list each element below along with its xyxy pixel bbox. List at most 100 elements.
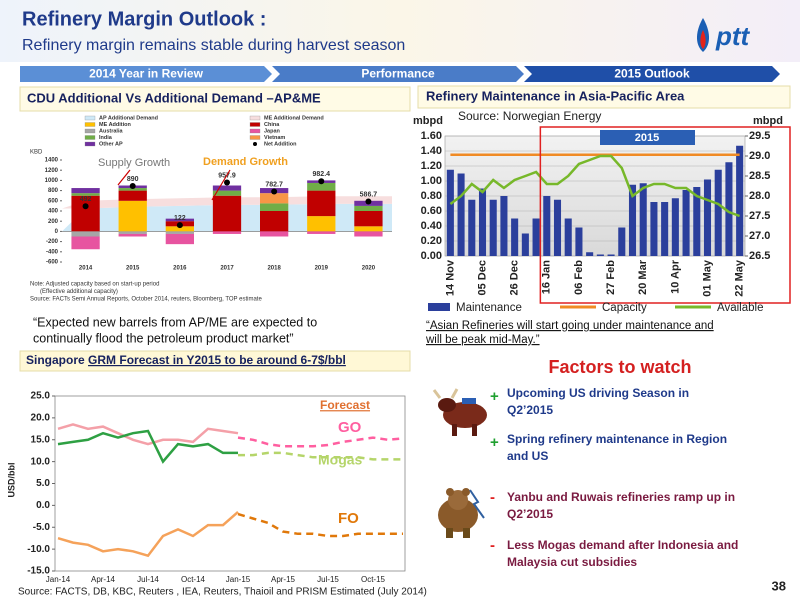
bar: [457, 173, 465, 256]
bar: [703, 179, 712, 256]
factor-text: Spring refinery maintenance in Region: [507, 432, 727, 446]
panel-header: [417, 85, 791, 109]
y-tick-label: 20.0: [31, 413, 51, 424]
bar: [596, 254, 604, 256]
subtitle: Refinery margin remains stable during ha…: [22, 37, 405, 54]
series-label: FO: [338, 510, 359, 527]
x-tick-label: Apr-15: [271, 575, 296, 584]
x-tick-label: Jan-14: [46, 575, 71, 584]
y2-axis-label: mbpd: [753, 115, 783, 127]
legend-swatch: [84, 135, 96, 140]
x-tick-label: 2015: [126, 266, 140, 272]
bull-icon: [432, 388, 487, 436]
y2-tick-label: 27.0: [749, 230, 770, 242]
chart-title: Singapore GRM Forecast in Y2015 to be ar…: [26, 353, 346, 367]
nav-label: 2014 Year in Review: [89, 67, 204, 81]
net-label: 122: [174, 215, 186, 222]
plot-area: [54, 395, 406, 572]
y-tick-label: -400: [46, 249, 59, 255]
legend-swatch: [249, 122, 261, 127]
y-tick-label: 1.40: [421, 145, 442, 157]
legend-label: Available: [717, 302, 763, 314]
net-dot: [224, 179, 230, 186]
legend-swatch: [84, 115, 96, 121]
title: Refinery Margin Outlook :: [22, 8, 266, 30]
legend-label: Japan: [264, 128, 281, 134]
factor-text: and US: [507, 449, 548, 463]
actual-line: [57, 429, 238, 464]
legend-label: Australia: [99, 128, 123, 134]
y-tick-label: 600: [48, 198, 59, 204]
bar-segment: [71, 193, 100, 196]
x-tick-label: 2014: [79, 266, 93, 272]
y-axis-label: mbpd: [413, 115, 443, 127]
y-tick-label: 0.20: [421, 235, 442, 247]
bar-segment: [307, 182, 336, 191]
factor-sign: -: [490, 537, 495, 554]
y-tick-label: 10.0: [31, 456, 51, 467]
x-tick-label: Jul-14: [137, 575, 159, 584]
x-tick-label: 10 Apr: [669, 259, 681, 294]
annotation-box: [96, 156, 196, 169]
nav-step: [272, 66, 524, 82]
bar: [489, 199, 497, 256]
nav-step: [20, 66, 272, 82]
y-tick-label: 0.60: [421, 205, 442, 217]
net-label: 492: [80, 196, 92, 203]
logo: ptt: [715, 21, 751, 51]
bar: [575, 227, 583, 256]
legend-label: ME Additional Demand: [264, 115, 324, 121]
x-tick-label: 2017: [220, 266, 234, 272]
factor-text: Q2’2015: [507, 507, 553, 521]
net-dot: [365, 198, 372, 205]
y-tick-label: 200: [48, 219, 59, 225]
bar-segment: [165, 226, 194, 232]
x-tick-label: Oct-14: [181, 575, 206, 584]
bar: [693, 187, 701, 256]
bar: [628, 184, 637, 256]
bar-segment: [71, 195, 100, 232]
quote: “Expected new barrels from AP/ME are exp…: [33, 315, 317, 329]
net-dot: [271, 188, 278, 195]
net-dot: [129, 183, 136, 190]
panel-header: [19, 350, 411, 372]
y-tick-label: 15.0: [31, 434, 51, 445]
legend-label: India: [99, 135, 113, 141]
x-tick-label: 2016: [173, 266, 187, 272]
bar-segment: [212, 185, 242, 191]
y-axis-label: KBD: [30, 150, 43, 156]
bar-segment: [354, 205, 383, 211]
bar: [468, 199, 476, 256]
chart-title: Refinery Maintenance in Asia-Pacific Are…: [426, 88, 685, 103]
net-dot: [176, 222, 183, 229]
quote: will be peak mid-May.”: [425, 334, 540, 346]
bar: [607, 254, 615, 256]
bar: [639, 183, 647, 256]
x-tick-label: 2019: [315, 266, 329, 272]
bar: [671, 198, 679, 256]
y2-tick-label: 29.0: [749, 150, 770, 162]
annotation: Demand Growth: [203, 156, 288, 168]
quote: “Asian Refineries will start going under…: [426, 320, 714, 332]
factors-title: Factors to watch: [548, 357, 691, 377]
bar-segment: [118, 200, 147, 232]
legend-label: Vietnam: [264, 135, 285, 141]
factor-text: Yanbu and Ruwais refineries ramp up in: [507, 490, 735, 504]
x-tick-label: 26 Dec: [509, 260, 521, 295]
nav: 2014 Year in Review Performance 2015 Outlo…: [20, 66, 780, 82]
nav-label: 2015 Outlook: [614, 67, 690, 81]
bar-segment: [118, 231, 147, 234]
bar: [553, 199, 562, 256]
y-tick-label: 800: [48, 188, 59, 194]
factor-sign: +: [490, 434, 499, 451]
maintenance-chart: Refinery Maintenance in Asia-Pacific Are…: [413, 88, 791, 314]
footer-source: Source: FACTS, DB, KBC, Reuters , IEA, R…: [18, 587, 427, 598]
supply-demand-chart: CDU Additional Vs Additional Demand –AP&…: [27, 90, 392, 272]
y-tick-label: -200: [46, 239, 59, 245]
bar-segment: [260, 193, 289, 204]
actual-line: [57, 423, 239, 446]
x-tick-label: 16 Jan: [541, 260, 553, 295]
nav-label: Performance: [361, 67, 435, 81]
y-tick-label: -10.0: [27, 544, 50, 555]
highlight-label: 2015: [635, 132, 659, 144]
